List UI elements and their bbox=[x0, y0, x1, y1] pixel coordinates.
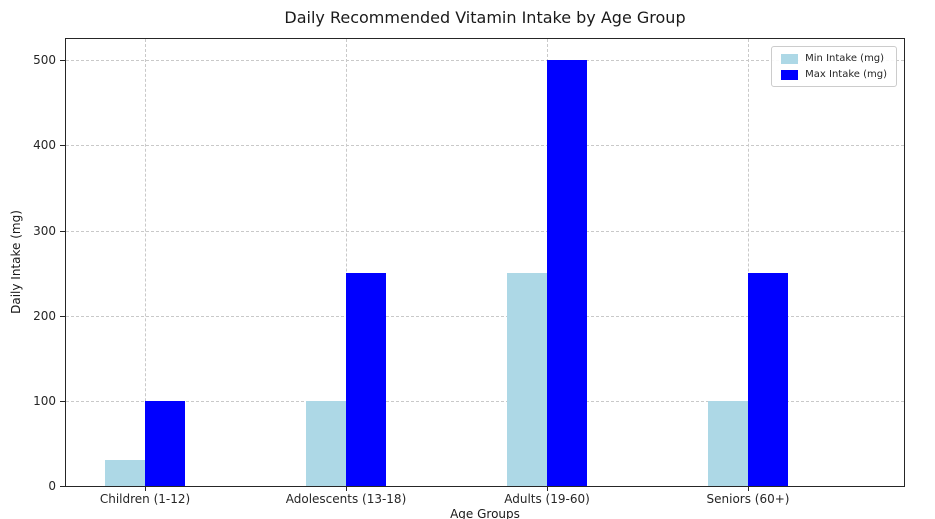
x-tick-label: Children (1-12) bbox=[99, 492, 191, 506]
gridline-horizontal bbox=[66, 230, 904, 232]
y-tick-label: 400 bbox=[33, 138, 56, 153]
y-axis-tick bbox=[60, 145, 66, 147]
y-tick-label: 200 bbox=[33, 308, 56, 323]
bar-max bbox=[145, 400, 185, 486]
legend: Min Intake (mg) Max Intake (mg) bbox=[771, 46, 897, 87]
gridline-vertical bbox=[346, 39, 347, 486]
bar-max bbox=[547, 60, 587, 486]
y-tick-label: 0 bbox=[48, 479, 56, 493]
x-axis-tick bbox=[748, 486, 749, 491]
y-tick-label: 300 bbox=[33, 223, 56, 238]
x-tick-label: Seniors (60+) bbox=[706, 492, 790, 506]
y-tick-label: 500 bbox=[33, 53, 56, 68]
y-axis-tick bbox=[60, 400, 66, 402]
x-axis-tick bbox=[145, 486, 146, 491]
y-axis-tick bbox=[60, 315, 66, 317]
y-axis-tick bbox=[60, 230, 66, 232]
bar-min bbox=[708, 400, 748, 486]
bar-max bbox=[346, 273, 386, 486]
legend-swatch-max bbox=[781, 69, 799, 80]
y-axis-tick bbox=[60, 486, 66, 487]
y-tick-label: 100 bbox=[33, 393, 56, 408]
gridline-horizontal bbox=[66, 60, 904, 62]
gridline-vertical bbox=[145, 39, 146, 486]
x-axis-tick bbox=[346, 486, 347, 491]
gridline-horizontal bbox=[66, 400, 904, 402]
y-axis-tick bbox=[60, 60, 66, 62]
bar-min bbox=[105, 460, 145, 486]
plot-area: Min Intake (mg) Max Intake (mg) 0 100 200 3… bbox=[33, 38, 905, 506]
x-axis-tick bbox=[547, 486, 548, 491]
x-tick-label: Adolescents (13-18) bbox=[285, 492, 407, 506]
x-tick-label: Adults (19-60) bbox=[504, 492, 590, 506]
chart-title: Daily Recommended Vitamin Intake by Age … bbox=[284, 8, 686, 27]
bar-min bbox=[507, 273, 547, 486]
legend-swatch-min bbox=[781, 53, 799, 64]
bar-max bbox=[748, 273, 788, 486]
legend-label-min: Min Intake (mg) bbox=[805, 53, 885, 64]
legend-item-min: Min Intake (mg) bbox=[781, 53, 887, 64]
legend-label-max: Max Intake (mg) bbox=[805, 69, 887, 80]
gridline-horizontal bbox=[66, 315, 904, 317]
bar-min bbox=[306, 400, 346, 486]
gridline-vertical bbox=[748, 39, 749, 486]
gridline-horizontal bbox=[66, 145, 904, 147]
legend-item-max: Max Intake (mg) bbox=[781, 69, 887, 80]
x-axis-label: Age Groups bbox=[450, 507, 520, 519]
